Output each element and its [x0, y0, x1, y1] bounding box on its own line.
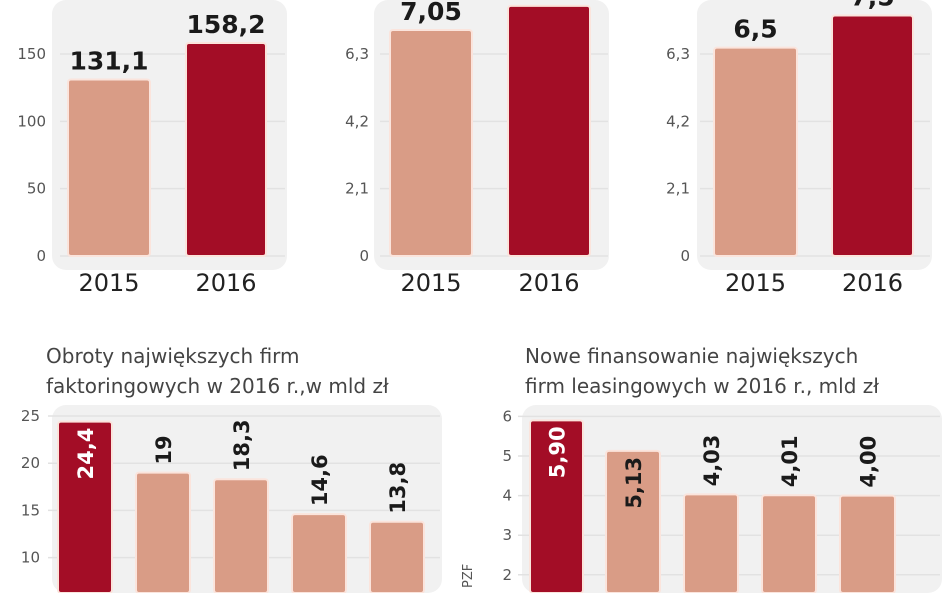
- y-tick-label: 0: [359, 247, 369, 265]
- x-tick-label: 2016: [518, 269, 579, 297]
- chart-5: Nowe finansowanie największych firm leasi…: [502, 344, 942, 593]
- y-tick-label: 50: [27, 180, 46, 198]
- bar: [713, 46, 798, 258]
- value-label: 7,05: [400, 0, 462, 26]
- y-tick-label: 10: [21, 549, 40, 567]
- value-label: 131,1: [69, 46, 148, 75]
- value-label: 4,03: [700, 435, 724, 487]
- y-tick-label: 3: [502, 526, 512, 544]
- y-tick-label: 0: [680, 247, 690, 265]
- value-label: 13,8: [386, 462, 410, 514]
- bar: [683, 493, 739, 593]
- bar: [57, 420, 113, 593]
- y-tick-label: 100: [17, 112, 46, 130]
- y-tick-label: 6,3: [345, 45, 369, 63]
- chart-title-line: Nowe finansowanie największych: [525, 344, 858, 368]
- chart-title-line: faktoringowych w 2016 r.,w mld zł: [46, 374, 389, 398]
- x-tick-label: 2016: [195, 269, 256, 297]
- x-tick-label: 2015: [400, 269, 461, 297]
- bar: [761, 494, 817, 593]
- y-tick-label: 4: [502, 487, 512, 505]
- value-label: 6,5: [733, 15, 777, 44]
- y-tick-label: 5: [502, 447, 512, 465]
- bar: [291, 513, 347, 593]
- value-label: 24,4: [74, 428, 98, 480]
- value-label: 14,6: [308, 454, 332, 506]
- y-tick-label: 4,2: [666, 112, 690, 130]
- value-label: 19: [152, 435, 176, 464]
- bar: [369, 520, 425, 593]
- value-label: 4,01: [778, 435, 802, 487]
- y-tick-label: 0: [36, 247, 46, 265]
- chart-title-line: firm leasingowych w 2016 r., mld zł: [525, 374, 879, 398]
- value-label: 18,3: [230, 419, 254, 471]
- value-label: 5,13: [622, 457, 646, 509]
- chart-4: Obroty największych firm faktoringowych w…: [21, 344, 442, 593]
- value-label: 158,2: [186, 10, 265, 39]
- chart-title-line: Obroty największych firm: [46, 344, 300, 368]
- bar: [185, 41, 267, 257]
- y-tick-label: 6: [502, 407, 512, 425]
- value-label: 4,00: [857, 436, 881, 488]
- y-tick-label: 2,1: [345, 180, 369, 198]
- bar: [389, 28, 473, 258]
- chart-2: 0 2,1 4,2 6,3 7,05 2015 2016: [345, 0, 609, 297]
- bar: [507, 4, 591, 258]
- y-tick-label: 15: [21, 501, 40, 519]
- x-tick-label: 2015: [725, 269, 786, 297]
- value-label: 7,5: [850, 0, 894, 12]
- y-tick-label: 2,1: [666, 180, 690, 198]
- value-label: 5,90: [546, 426, 570, 478]
- chart-1: 0 50 100 150 131,1 2015 158,2 2016: [17, 0, 287, 297]
- source-label: PZF: [461, 564, 476, 588]
- y-tick-label: 20: [21, 454, 40, 472]
- bar: [831, 14, 914, 258]
- chart-3: 0 2,1 4,2 6,3 6,5 2015 7,5 2016: [666, 0, 932, 297]
- x-tick-label: 2016: [842, 269, 903, 297]
- x-tick-label: 2015: [78, 269, 139, 297]
- bar: [67, 78, 151, 258]
- bar: [839, 494, 896, 593]
- y-tick-label: 150: [17, 45, 46, 63]
- y-tick-label: 4,2: [345, 112, 369, 130]
- y-tick-label: 2: [502, 566, 512, 584]
- y-tick-label: 6,3: [666, 45, 690, 63]
- y-tick-label: 25: [21, 407, 40, 425]
- bar: [213, 478, 269, 593]
- bar: [135, 471, 191, 593]
